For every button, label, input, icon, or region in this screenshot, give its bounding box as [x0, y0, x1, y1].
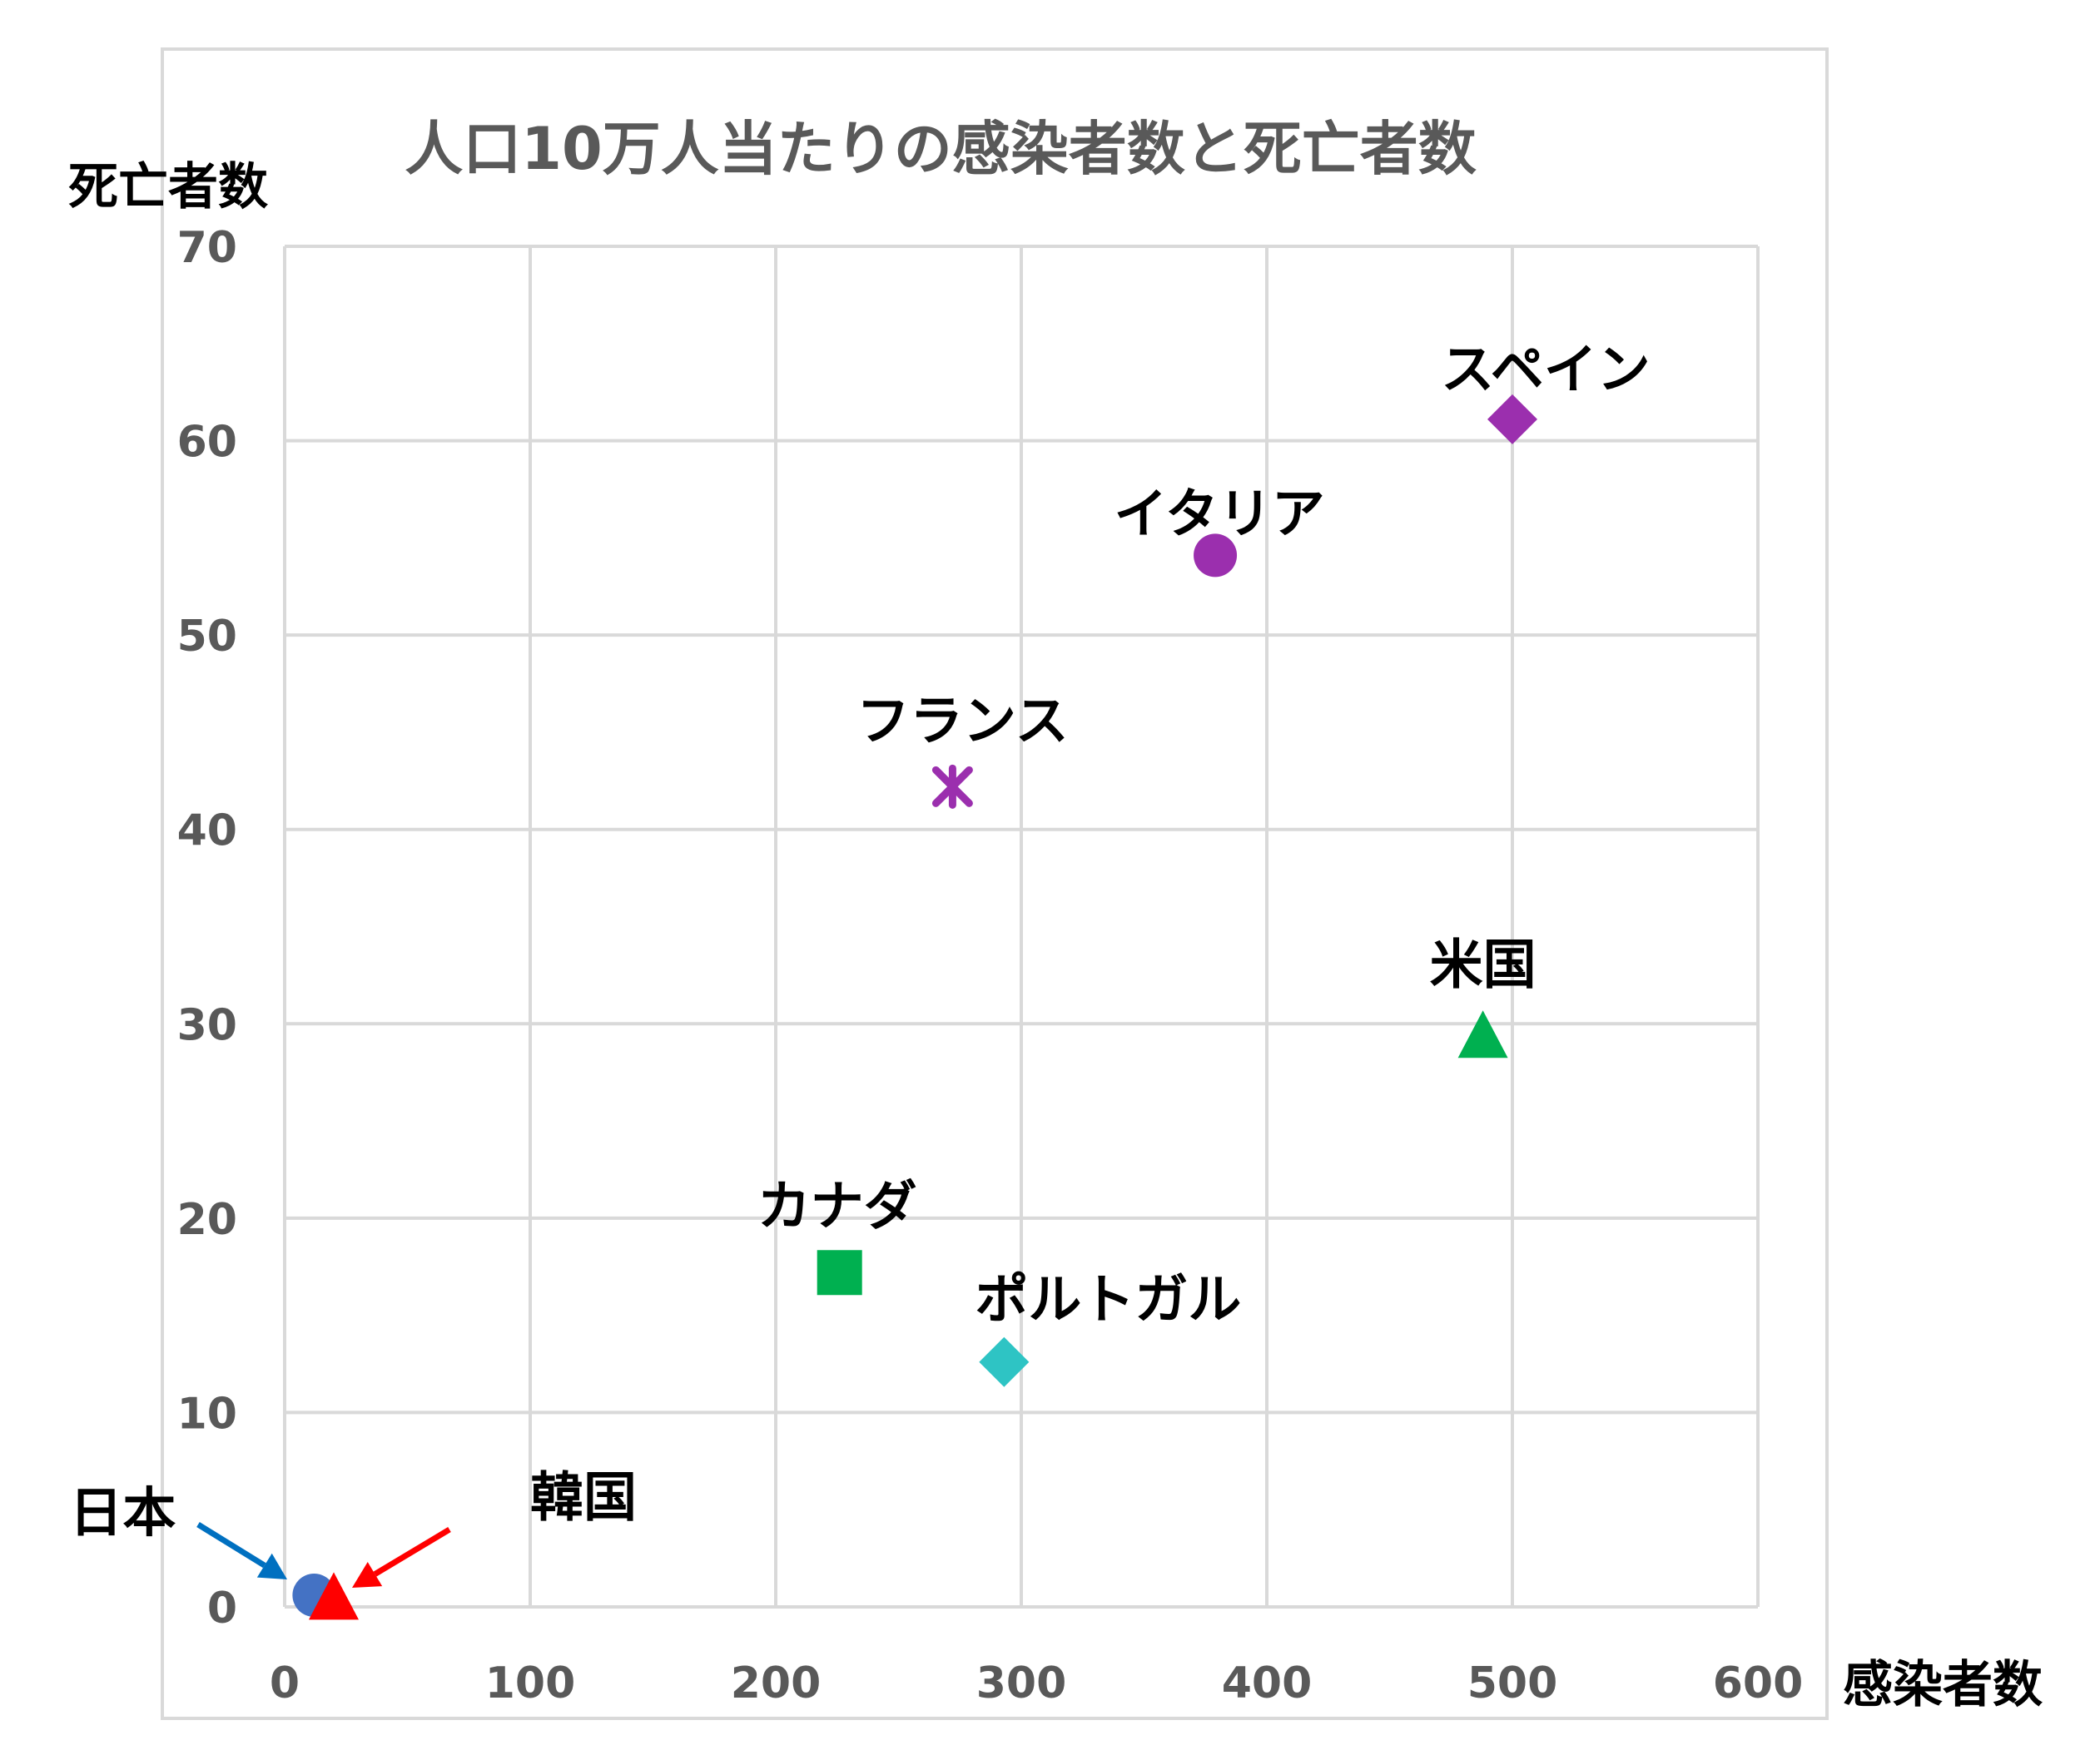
- data-point-korea: [309, 1572, 359, 1620]
- data-point-france: [931, 764, 973, 809]
- x-tick-label-2: 200: [731, 1658, 822, 1708]
- x-tick-label-3: 300: [976, 1658, 1067, 1708]
- point-label-canada: カナダ: [757, 1176, 917, 1237]
- korea-arrow: [352, 1526, 451, 1588]
- y-tick-label-0: 0: [207, 1584, 237, 1634]
- y-tick-label-3: 30: [177, 1000, 237, 1050]
- data-point-spain: [1487, 394, 1537, 444]
- x-tick-label-4: 400: [1222, 1658, 1313, 1708]
- y-tick-label-7: 70: [177, 223, 237, 273]
- point-label-korea: 韓国: [530, 1467, 637, 1529]
- point-label-japan: 日本: [69, 1483, 176, 1544]
- x-tick-label-0: 0: [270, 1658, 300, 1708]
- chart-title: 人口10万人当たりの感染者数と死亡者数: [405, 115, 1476, 183]
- y-tick-label-5: 50: [177, 612, 237, 662]
- point-label-france: フランス: [856, 691, 1069, 752]
- x-tick-label-1: 100: [485, 1658, 576, 1708]
- y-tick-label-1: 10: [177, 1389, 237, 1439]
- grid-lines: [283, 245, 1760, 1609]
- point-label-usa: 米国: [1430, 935, 1537, 996]
- data-point-italy: [1194, 533, 1238, 578]
- japan-arrow: [196, 1522, 287, 1579]
- data-point-canada: [817, 1250, 862, 1296]
- point-label-portugal: ポルトガル: [975, 1270, 1241, 1331]
- data-points: [292, 394, 1537, 1620]
- data-point-portugal: [979, 1336, 1030, 1387]
- y-tick-label-6: 60: [177, 418, 237, 468]
- chart-frame: [161, 47, 1829, 1720]
- point-label-italy: イタリア: [1114, 483, 1324, 545]
- tick-labels: 0 100 200 300 400 500 600 0 10 20 30 40 50 60 70: [177, 223, 1804, 1708]
- data-point-usa: [1457, 1010, 1508, 1058]
- callout-arrows: [196, 1522, 451, 1588]
- x-tick-label-5: 500: [1467, 1658, 1558, 1708]
- y-axis-title: 死亡者数: [68, 158, 268, 216]
- x-tick-label-6: 600: [1713, 1658, 1804, 1708]
- point-label-spain: スペイン: [1441, 340, 1651, 401]
- x-axis-title: 感染者数: [1843, 1656, 2043, 1714]
- y-tick-label-4: 40: [177, 806, 237, 856]
- y-tick-label-2: 20: [177, 1195, 237, 1245]
